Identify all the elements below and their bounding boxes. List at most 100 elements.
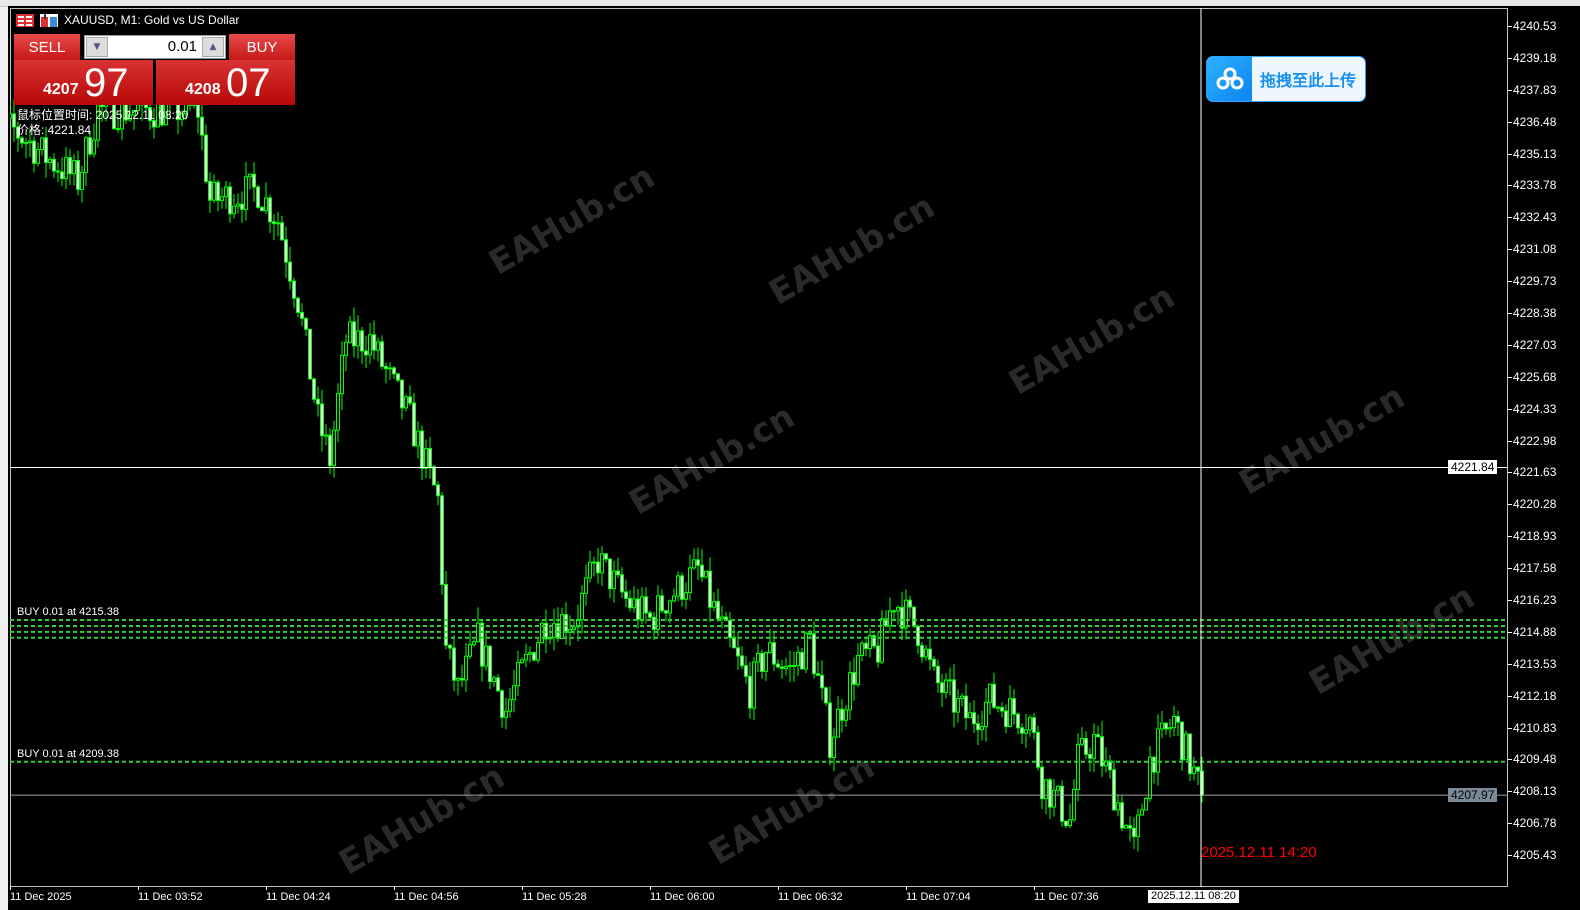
price-chart[interactable] <box>10 8 1508 887</box>
candle-body <box>400 379 404 409</box>
candle-body <box>380 341 384 367</box>
candle-body <box>316 398 320 405</box>
upload-button[interactable]: 拖拽至此上传 <box>1206 56 1366 102</box>
candle-body <box>532 652 536 661</box>
candle-body <box>536 642 540 661</box>
candle-body <box>616 570 620 576</box>
candle-body <box>484 645 488 667</box>
candle-body <box>88 137 92 155</box>
candle-body <box>200 116 204 136</box>
candle-body <box>464 655 468 681</box>
candle-body <box>1188 733 1192 775</box>
candle-body <box>10 113 12 119</box>
candle-body <box>932 658 936 667</box>
lot-increase-button[interactable]: ▲ <box>202 37 224 57</box>
candle-body <box>472 641 476 646</box>
candle-body <box>1048 779 1052 808</box>
candle-body <box>696 559 700 566</box>
chart-title: XAUUSD, M1: Gold vs US Dollar <box>16 13 239 27</box>
candle-body <box>784 666 788 669</box>
candle-body <box>1044 779 1048 800</box>
candle-body <box>1160 722 1164 730</box>
price-tick-label: 4227.03 <box>1513 337 1557 352</box>
candle-body <box>624 591 628 600</box>
price-tick-label: 4236.48 <box>1513 114 1557 129</box>
candle-body <box>48 158 52 163</box>
price-tick-label: 4233.78 <box>1513 178 1557 193</box>
candle-body <box>600 553 604 574</box>
price-tick <box>1508 855 1512 857</box>
price-tick <box>1508 823 1512 825</box>
candle-body <box>440 495 444 585</box>
candle-body <box>432 466 436 486</box>
buy-button[interactable]: BUY <box>229 34 295 60</box>
candle-body <box>392 367 396 375</box>
candle-body <box>1024 729 1028 734</box>
chart-plot-area[interactable] <box>10 8 1508 887</box>
candle-body <box>1180 721 1184 761</box>
candle-body <box>992 683 996 708</box>
price-tick-label: 4224.33 <box>1513 401 1557 416</box>
candle-body <box>1060 785 1064 822</box>
candle-body <box>180 113 184 121</box>
order-label: BUY 0.01 at 4209.38 <box>17 747 119 760</box>
candle-body <box>812 633 816 675</box>
buy-price-button[interactable]: 4208 07 <box>156 60 295 105</box>
candle-body <box>304 317 308 330</box>
candle-body <box>952 679 956 713</box>
candle-body <box>980 726 984 731</box>
candle-body <box>28 140 32 144</box>
price-tick <box>1508 185 1512 187</box>
candle-body <box>292 280 296 299</box>
price-tick-label: 4209.48 <box>1513 752 1557 767</box>
candle-body <box>708 570 712 608</box>
candle-body <box>1080 738 1084 745</box>
sell-button[interactable]: SELL <box>14 34 80 60</box>
one-click-trading-icon[interactable] <box>40 13 58 27</box>
candle-body <box>1156 728 1160 773</box>
candle-body <box>740 655 744 667</box>
candle-body <box>736 647 740 657</box>
candle-body <box>1052 789 1056 808</box>
candle-body <box>1084 738 1088 755</box>
candle-body <box>596 561 600 574</box>
chart-window[interactable] <box>8 6 1580 910</box>
chart-list-icon[interactable] <box>16 13 34 27</box>
candle-body <box>640 596 644 620</box>
candle-body <box>676 575 680 597</box>
candle-body <box>332 429 336 467</box>
candle-body <box>320 403 324 437</box>
candle-body <box>496 677 500 692</box>
time-tick-label: 11 Dec 04:56 <box>394 891 459 903</box>
chart-symbol-title: XAUUSD, M1: Gold vs US Dollar <box>64 13 240 27</box>
price-tick <box>1508 312 1512 314</box>
future-time-label: 2025.12.11 14:20 <box>1201 844 1317 861</box>
candle-body <box>516 662 520 687</box>
lot-decrease-button[interactable]: ▼ <box>86 37 108 57</box>
candle-body <box>896 606 900 612</box>
price-tick-label: 4231.08 <box>1513 242 1557 257</box>
price-tick <box>1508 440 1512 442</box>
candle-body <box>24 142 28 145</box>
lot-value[interactable]: 0.01 <box>167 38 197 55</box>
candle-body <box>664 610 668 614</box>
candle-body <box>1124 825 1128 829</box>
candle-body <box>1036 731 1040 768</box>
candle-body <box>64 157 68 180</box>
price-tick-label: 4214.88 <box>1513 624 1557 639</box>
candle-body <box>224 186 228 198</box>
candle-body <box>424 448 428 469</box>
candle-body <box>404 396 408 409</box>
candle-body <box>1040 766 1044 800</box>
candle-body <box>872 635 876 647</box>
candle-body <box>684 592 688 600</box>
candle-body <box>944 679 948 693</box>
lot-size-input[interactable]: ▼ 0.01 ▲ <box>84 35 226 59</box>
candle-body <box>368 334 372 356</box>
candle-body <box>1192 766 1196 775</box>
candle-body <box>948 679 952 682</box>
candle-body <box>636 598 640 620</box>
upload-label: 拖拽至此上传 <box>1260 71 1357 90</box>
sell-price-button[interactable]: 4207 97 <box>14 60 153 105</box>
candle-body <box>920 644 924 658</box>
